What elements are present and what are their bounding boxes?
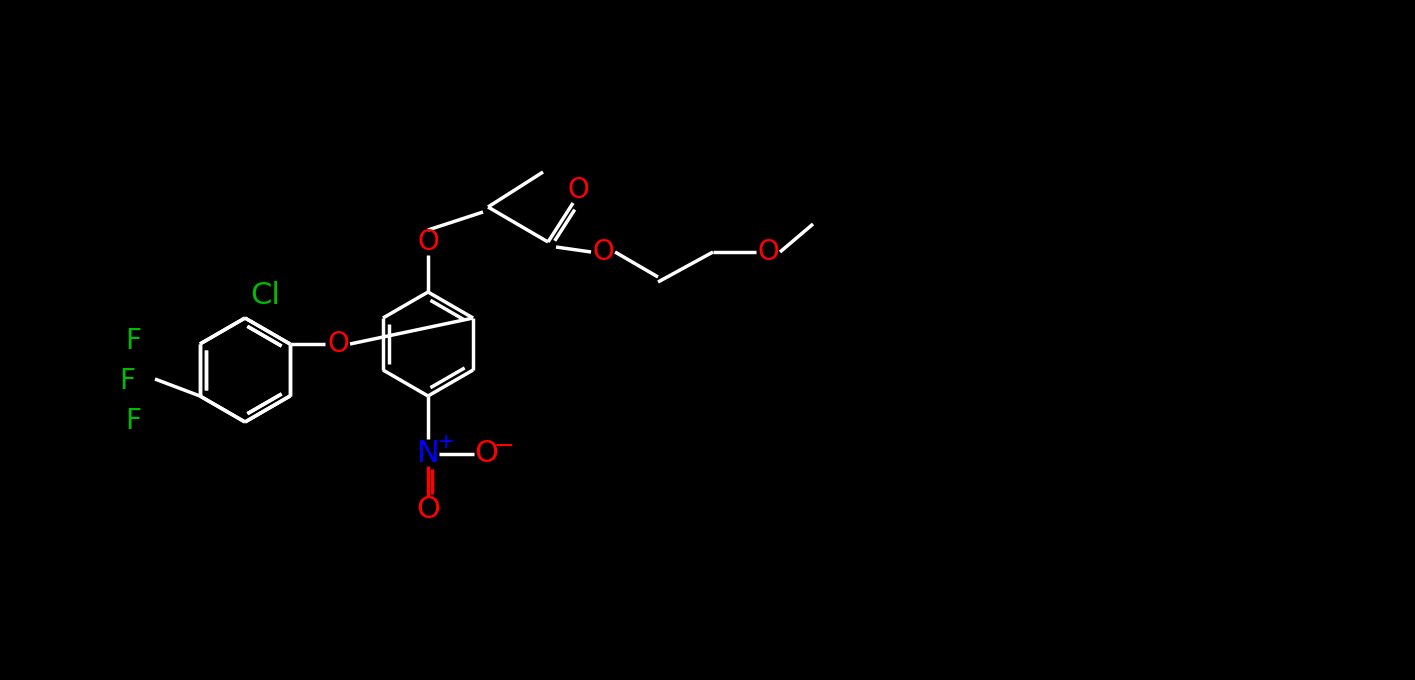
Text: O: O <box>567 176 589 204</box>
Text: F: F <box>119 367 134 395</box>
Text: +: + <box>437 432 456 452</box>
Text: O: O <box>474 439 498 469</box>
Text: F: F <box>125 327 142 355</box>
Text: −: − <box>494 434 515 458</box>
Text: N: N <box>416 439 440 469</box>
Text: O: O <box>591 238 614 266</box>
Text: F: F <box>125 407 142 435</box>
Text: O: O <box>417 228 439 256</box>
Text: O: O <box>327 330 350 358</box>
Text: O: O <box>757 238 778 266</box>
Text: Cl: Cl <box>250 282 280 311</box>
Text: O: O <box>416 494 440 524</box>
